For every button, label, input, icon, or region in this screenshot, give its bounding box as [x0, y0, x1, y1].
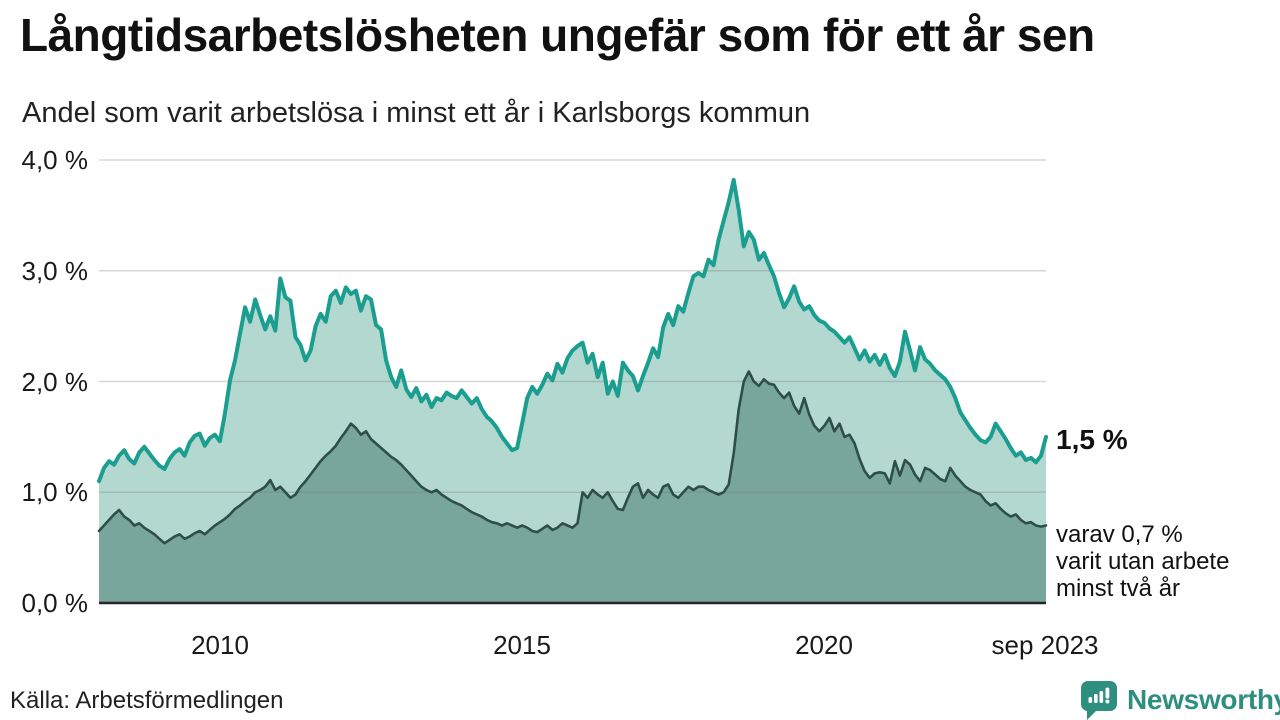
x-tick-sep-2023: sep 2023 — [991, 630, 1099, 660]
x-tick-2015: 2015 — [493, 630, 551, 660]
source-caption: Källa: Arbetsförmedlingen — [10, 687, 284, 714]
x-tick-2010: 2010 — [191, 630, 249, 660]
page-title: Långtidsarbetslösheten ungefär som för e… — [20, 9, 1095, 61]
newsworthy-bubble-icon — [1080, 681, 1117, 720]
newsworthy-wordmark: Newsworthy — [1127, 684, 1280, 715]
latest-value-label: 1,5 % — [1056, 424, 1128, 455]
y-tick-1: 1,0 % — [21, 477, 89, 507]
chart-subtitle: Andel som varit arbetslösa i minst ett å… — [22, 97, 811, 129]
varav-annotation-line1: varav 0,7 % — [1056, 521, 1183, 548]
y-tick-3: 3,0 % — [21, 256, 89, 286]
area-fill-min-two-years — [99, 371, 1046, 603]
series-fills — [99, 179, 1046, 603]
y-tick-4: 4,0 % — [21, 145, 89, 175]
varav-annotation: varav 0,7 % varit utan arbete minst två … — [1056, 521, 1280, 602]
x-tick-2020: 2020 — [795, 630, 853, 660]
varav-annotation-line2: varit utan arbete — [1056, 548, 1230, 575]
series-lines — [97, 177, 1048, 545]
newsworthy-logo[interactable]: Newsworthy — [1080, 680, 1280, 720]
y-tick-2: 2,0 % — [21, 367, 89, 397]
line-min-one-year — [97, 177, 1048, 484]
line-min-two-years — [97, 370, 1048, 545]
varav-annotation-line3: minst två år — [1056, 575, 1181, 602]
y-tick-0: 0,0 % — [21, 588, 89, 618]
